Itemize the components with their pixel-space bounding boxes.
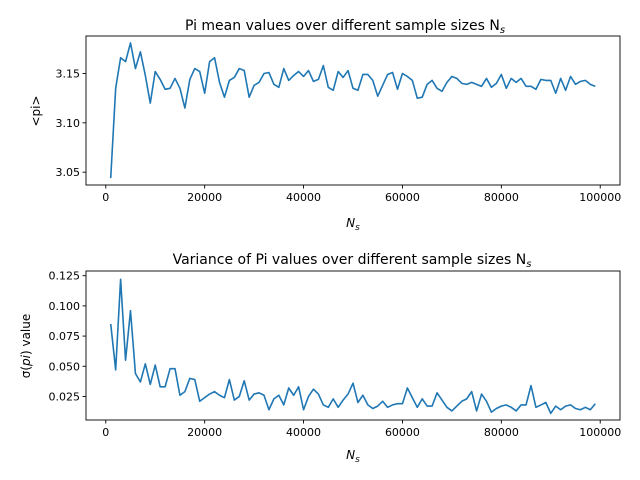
mean-chart-y-label: <pi> [29, 95, 43, 126]
variance-chart-y-tick-label: 0.075 [49, 330, 81, 343]
mean-chart-frame [85, 35, 621, 186]
mean-chart-title: Pi mean values over different sample siz… [185, 18, 505, 36]
variance-chart-y-label: σ(pi) value [19, 314, 33, 379]
variance-chart-x-tick-label: 0 [102, 426, 109, 439]
mean-chart-x-label: Ns [346, 216, 360, 233]
variance-chart-series-line [109, 278, 596, 415]
mean-chart-x-label-sub: s [355, 223, 360, 233]
mean-chart-x-tick-label: 80000 [484, 191, 519, 204]
variance-chart-x-tick-label: 40000 [286, 426, 321, 439]
mean-chart-y-axis: 3.05 3.10 3.15 [56, 67, 86, 179]
variance-chart-x-tick-label: 20000 [187, 426, 222, 439]
mean-chart-x-tick-label: 20000 [187, 191, 222, 204]
mean-chart-x-tick-label: 60000 [385, 191, 420, 204]
mean-chart-y-tick-label: 3.10 [56, 117, 81, 130]
variance-chart-title-sub: s [526, 259, 531, 270]
mean-chart-x-tick-label: 40000 [286, 191, 321, 204]
mean-chart-title-sub: s [500, 25, 505, 36]
mean-chart-x-axis: 0 20000 40000 60000 80000 100000 [102, 185, 621, 204]
variance-chart-y-tick-label: 0.050 [49, 360, 81, 373]
mean-chart-series-line [109, 42, 596, 179]
variance-chart-y-tick-label: 0.125 [49, 270, 81, 283]
variance-chart-x-label-sub: s [355, 455, 360, 465]
variance-chart: Variance of Pi values over different sam… [19, 252, 621, 465]
mean-chart: Pi mean values over different sample siz… [29, 18, 621, 233]
variance-chart-y-tick-label: 0.100 [49, 300, 81, 313]
variance-chart-y-tick-label: 0.025 [49, 390, 81, 403]
variance-chart-title: Variance of Pi values over different sam… [173, 252, 532, 270]
variance-chart-x-tick-label: 60000 [385, 426, 420, 439]
mean-chart-y-tick-label: 3.15 [56, 67, 81, 80]
mean-chart-plot-area [109, 42, 596, 179]
variance-chart-x-tick-label: 100000 [579, 426, 621, 439]
variance-chart-x-tick-label: 80000 [484, 426, 519, 439]
mean-chart-x-tick-label: 100000 [579, 191, 621, 204]
variance-chart-y-axis: 0.025 0.050 0.075 0.100 0.125 [49, 270, 86, 403]
variance-chart-plot-area [109, 278, 596, 415]
variance-chart-x-label: Ns [346, 448, 360, 465]
mean-chart-x-tick-label: 0 [102, 191, 109, 204]
mean-chart-y-tick-label: 3.05 [56, 166, 81, 179]
variance-chart-frame [85, 270, 621, 421]
variance-chart-x-axis: 0 20000 40000 60000 80000 100000 [102, 420, 621, 439]
